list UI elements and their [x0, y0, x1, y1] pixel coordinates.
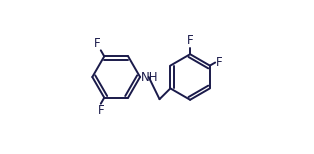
Text: F: F — [94, 37, 100, 50]
Text: F: F — [97, 104, 104, 117]
Text: F: F — [216, 56, 222, 69]
Text: NH: NH — [141, 71, 159, 83]
Text: F: F — [187, 34, 193, 47]
